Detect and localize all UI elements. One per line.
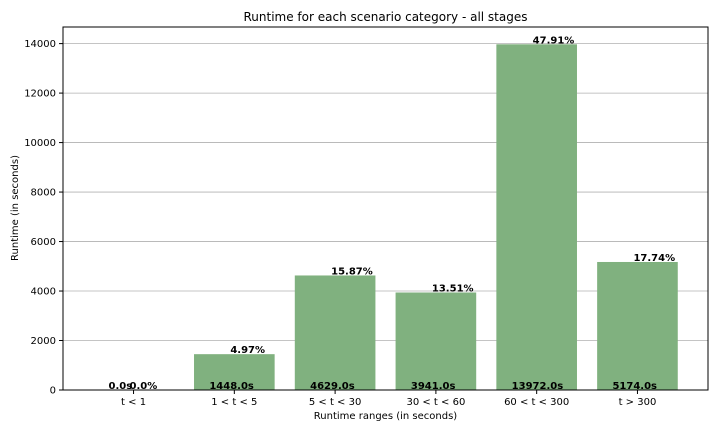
y-tick-label: 10000 xyxy=(24,138,56,149)
chart-title: Runtime for each scenario category - all… xyxy=(243,10,527,24)
y-tick-label: 0 xyxy=(50,386,56,397)
bar-value-label: 1448.0s xyxy=(209,381,254,392)
y-tick-label: 2000 xyxy=(31,336,56,347)
x-tick-label: t < 1 xyxy=(121,397,146,408)
y-tick-label: 8000 xyxy=(31,188,56,199)
bar-percent-label: 15.87% xyxy=(331,266,373,277)
y-tick-label: 6000 xyxy=(31,237,56,248)
x-tick-label: 1 < t < 5 xyxy=(211,397,257,408)
x-tick-label: 30 < t < 60 xyxy=(406,397,465,408)
plot-frame xyxy=(62,26,709,391)
x-tick-label: t > 300 xyxy=(619,397,657,408)
bar-percent-label: 4.97% xyxy=(230,345,265,356)
bar xyxy=(294,275,376,390)
bar xyxy=(194,354,275,390)
bar-percent-label: 17.74% xyxy=(633,253,675,264)
bar-value-label: 5174.0s xyxy=(612,381,657,392)
y-axis-ticks: 0 2000 4000 6000 8000 10000 12000 14000 xyxy=(24,39,63,397)
bar-percent-label: 47.91% xyxy=(533,35,575,46)
grid-lines xyxy=(63,43,708,391)
bar-value-label: 3941.0s xyxy=(411,381,456,392)
bar-labels: 0.0s0.0% 1448.0s 4.97% 4629.0s 15.87% 3941.0s… xyxy=(109,35,676,392)
y-axis-label: Runtime (in seconds) xyxy=(10,155,21,261)
bar-percent-label: 13.51% xyxy=(432,283,474,294)
y-tick-label: 4000 xyxy=(31,287,56,298)
bar-value-label: 4629.0s xyxy=(310,381,355,392)
bars xyxy=(194,44,678,391)
x-tick-label: 60 < t < 300 xyxy=(504,397,569,408)
x-axis-label: Runtime ranges (in seconds) xyxy=(314,411,457,422)
bar xyxy=(597,261,678,390)
bar xyxy=(496,44,577,391)
bar-value-label: 0.0s xyxy=(109,381,133,392)
x-axis-ticks: t < 1 1 < t < 5 5 < t < 30 30 < t < 60 60 < … xyxy=(121,390,656,408)
bar-percent-label: 0.0% xyxy=(130,381,158,392)
bar-value-label: 13972.0s xyxy=(512,381,564,392)
x-tick-label: 5 < t < 30 xyxy=(309,397,361,408)
y-tick-label: 14000 xyxy=(24,39,56,50)
y-tick-label: 12000 xyxy=(24,89,56,100)
bar xyxy=(395,292,477,390)
